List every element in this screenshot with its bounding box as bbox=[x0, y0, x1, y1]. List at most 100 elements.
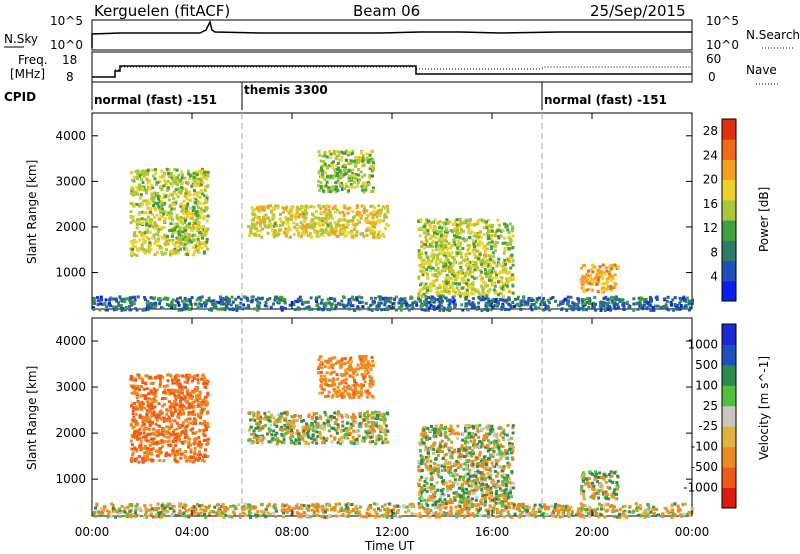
power-region-5-cell bbox=[93, 297, 96, 301]
power-region-1-cell bbox=[384, 215, 388, 219]
power-region-3-cell bbox=[459, 227, 463, 231]
velocity-region-2-cell bbox=[340, 395, 344, 399]
power-region-5-cell bbox=[584, 308, 588, 312]
power-region-5-cell bbox=[351, 296, 355, 300]
power-region-1-cell bbox=[313, 230, 316, 234]
power-region-3-cell bbox=[436, 221, 440, 225]
velocity-region-0-cell bbox=[195, 398, 199, 402]
power-region-4-cell bbox=[589, 275, 592, 279]
power-region-1-cell bbox=[282, 221, 286, 225]
velocity-region-0-cell bbox=[137, 460, 141, 464]
power-region-0-cell bbox=[196, 240, 200, 244]
power-region-0-cell bbox=[164, 210, 168, 214]
velocity-region-0-cell bbox=[162, 384, 166, 388]
power-region-3-cell bbox=[475, 235, 479, 239]
velocity-region-0-cell bbox=[195, 396, 199, 400]
velocity-region-0-cell bbox=[158, 374, 162, 378]
power-region-4-cell bbox=[605, 277, 609, 281]
power-region-0-cell bbox=[188, 174, 192, 178]
power-region-0-cell bbox=[143, 211, 147, 214]
power-region-5-cell bbox=[559, 300, 563, 304]
velocity-region-1-cell bbox=[354, 420, 358, 424]
velocity-region-2-cell bbox=[325, 371, 329, 375]
power-region-0-cell bbox=[166, 172, 170, 176]
power-region-3-cell bbox=[493, 284, 497, 288]
power-region-2-cell bbox=[337, 150, 341, 154]
velocity-region-0-cell bbox=[158, 377, 162, 381]
power-region-0-cell bbox=[165, 182, 169, 185]
power-region-3-cell bbox=[471, 249, 475, 253]
power-region-3-cell bbox=[469, 286, 472, 290]
power-region-0-cell bbox=[153, 226, 157, 230]
power-region-1-cell bbox=[278, 224, 282, 228]
velocity-region-0-cell bbox=[168, 405, 172, 409]
velocity-region-0-cell bbox=[197, 402, 201, 406]
power-region-3-cell bbox=[429, 236, 433, 240]
power-region-3-cell bbox=[431, 244, 435, 248]
velocity-region-1-cell bbox=[267, 427, 271, 431]
power-region-1-cell bbox=[257, 215, 261, 219]
power-region-0-cell bbox=[198, 240, 201, 244]
power-region-1-cell bbox=[309, 221, 313, 225]
velocity-region-0-cell bbox=[190, 456, 194, 459]
power-region-1-cell bbox=[343, 218, 347, 222]
power-region-3-cell bbox=[490, 225, 494, 228]
velocity-region-0-cell bbox=[146, 409, 149, 413]
power-region-4-cell bbox=[591, 263, 595, 267]
noise-left-tick-top: 10^5 bbox=[50, 14, 83, 28]
power-region-0-cell bbox=[141, 187, 144, 191]
power-region-3-cell bbox=[442, 280, 445, 284]
power-region-1-cell bbox=[363, 211, 367, 215]
power-region-5-cell bbox=[165, 303, 169, 307]
velocity-region-2-cell bbox=[344, 377, 348, 381]
velocity-region-0-cell bbox=[168, 417, 172, 421]
velocity-region-1-cell bbox=[251, 440, 254, 444]
power-region-5-cell bbox=[120, 299, 124, 303]
velocity-region-1-cell bbox=[340, 415, 344, 419]
power-region-0-cell bbox=[140, 243, 144, 247]
power-region-0-cell bbox=[180, 170, 184, 174]
velocity-region-0-cell bbox=[132, 417, 136, 420]
velocity-region-2-cell bbox=[360, 383, 363, 386]
power-region-5-cell bbox=[530, 308, 534, 312]
power-region-2-cell bbox=[369, 150, 373, 154]
velocity-region-3-cell bbox=[497, 452, 501, 456]
power-region-2-cell bbox=[341, 163, 345, 167]
power-region-0-cell bbox=[166, 186, 170, 190]
power-region-5-cell bbox=[322, 302, 326, 306]
power-region-0-cell bbox=[158, 207, 162, 211]
velocity-region-1-cell bbox=[258, 418, 262, 422]
velocity-region-1-cell bbox=[261, 425, 265, 428]
power-region-3-cell bbox=[494, 231, 498, 235]
power-colorbar-tick: 20 bbox=[703, 173, 718, 187]
power-region-1-cell bbox=[292, 221, 296, 225]
velocity-region-2-cell bbox=[336, 360, 340, 364]
power-region-2-cell bbox=[318, 153, 322, 157]
power-region-3-cell bbox=[439, 260, 443, 263]
velocity-region-0-cell bbox=[154, 449, 158, 453]
power-region-0-cell bbox=[181, 235, 184, 239]
power-region-0-cell bbox=[206, 214, 210, 218]
power-region-5-cell bbox=[326, 308, 330, 311]
velocity-region-0-cell bbox=[162, 428, 166, 432]
velocity-region-3-cell bbox=[499, 426, 503, 430]
power-region-3-cell bbox=[476, 255, 479, 258]
power-region-3-cell bbox=[439, 258, 443, 262]
velocity-region-1-cell bbox=[280, 432, 284, 436]
power-region-2-cell bbox=[361, 188, 365, 192]
power-region-2-cell bbox=[343, 163, 347, 167]
power-region-5-cell bbox=[541, 299, 545, 303]
velocity-region-0-cell bbox=[171, 447, 175, 450]
power-region-0-cell bbox=[203, 215, 207, 219]
velocity-region-0-cell bbox=[179, 412, 183, 416]
power-region-3-cell bbox=[459, 265, 463, 269]
power-region-3-cell bbox=[491, 276, 495, 280]
power-region-1-cell bbox=[257, 217, 261, 221]
power-region-3-cell bbox=[476, 243, 480, 247]
power-region-3-cell bbox=[491, 255, 495, 259]
velocity-region-2-cell bbox=[336, 377, 340, 381]
power-region-5-cell bbox=[130, 300, 134, 304]
velocity-region-1-cell bbox=[297, 435, 301, 439]
power-region-3-cell bbox=[434, 273, 438, 276]
velocity-region-2-cell bbox=[356, 383, 360, 387]
